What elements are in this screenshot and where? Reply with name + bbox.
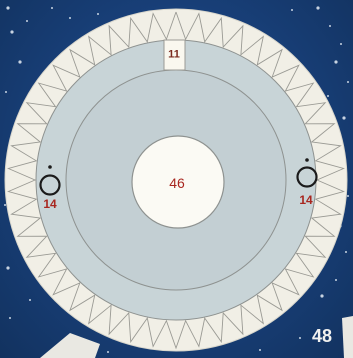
star-dot [18,60,22,64]
star-dot [334,60,338,64]
star-dot [10,30,14,34]
star-dot [345,251,347,253]
right-ring-token-icon[interactable] [296,166,318,188]
left-ring-token-icon[interactable] [39,174,61,196]
star-dot [6,6,10,10]
star-dot [320,294,324,298]
left-space-number: 14 [43,197,57,211]
bottom-right-card-edge [342,316,353,358]
star-dot [299,337,301,339]
center-hub[interactable] [131,135,225,229]
star-dot [259,349,261,351]
star-dot [342,116,346,120]
star-dot [6,266,10,270]
star-dot [291,9,293,11]
star-dot [327,95,329,97]
outer-ring-zigzag [7,11,345,350]
star-dot [51,7,53,9]
star-dot [9,317,11,319]
star-dot [347,195,349,197]
top-space-number: 11 [168,48,180,61]
star-dot [26,20,28,22]
star-dot [4,204,6,206]
bottom-left-card-edge [40,333,100,358]
star-dot [97,13,99,15]
right-space-number: 14 [299,193,313,207]
star-dot [316,6,320,10]
corner-number-label: 48 [312,326,333,346]
star-dot [347,81,349,83]
right-token-dot-icon [305,158,309,162]
star-dot [29,299,31,301]
left-token-dot-icon [48,165,52,169]
starfield [4,6,349,353]
star-dot [335,279,337,281]
star-dot [107,351,109,353]
top-space[interactable] [163,39,186,71]
center-space-number: 46 [169,175,185,191]
star-dot [5,91,7,93]
star-dot [340,43,342,45]
star-dot [329,25,331,27]
star-dot [69,17,71,19]
